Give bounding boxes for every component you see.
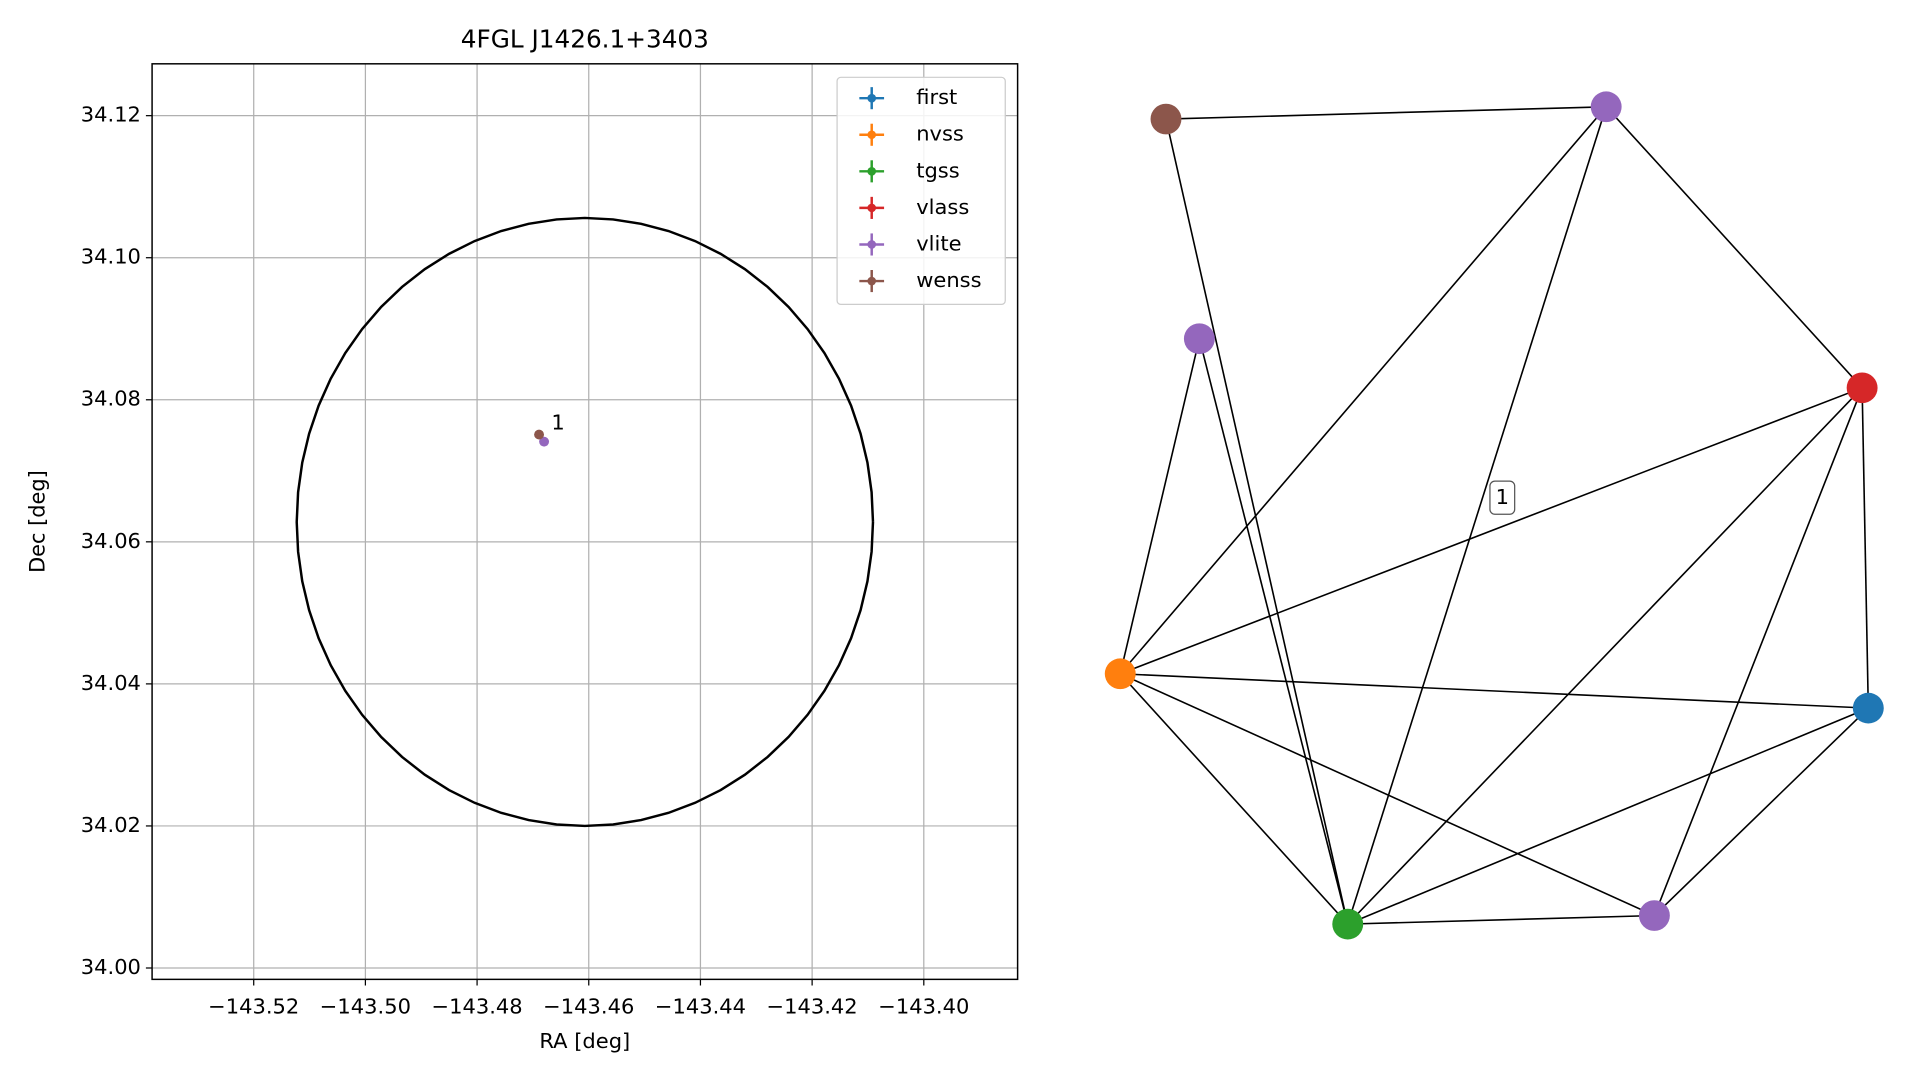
data-point: [539, 436, 550, 447]
graph-edge: [1347, 914, 1655, 925]
y-tick-label: 34.12: [81, 103, 141, 127]
legend-label: wenss: [916, 268, 981, 292]
graph-edge: [1605, 106, 1863, 389]
legend-marker: [867, 167, 877, 176]
legend-marker: [867, 130, 877, 140]
y-tick-label: 34.00: [81, 955, 141, 979]
graph-edge: [1653, 707, 1869, 917]
x-tick-label: −143.40: [878, 995, 969, 1019]
graph-edge: [1347, 707, 1869, 925]
graph-edges: [1119, 105, 1870, 925]
graph-edge: [1347, 387, 1863, 925]
legend-marker: [867, 276, 877, 286]
x-tick-label: −143.42: [767, 995, 858, 1019]
legend-marker: [867, 240, 877, 249]
x-tick-label: −143.50: [320, 995, 411, 1019]
y-tick-label: 34.02: [81, 813, 141, 837]
graph-edge: [1198, 338, 1349, 925]
legend-label: vlite: [916, 232, 961, 256]
graph-node: [1150, 103, 1182, 135]
legend-label: tgss: [916, 158, 959, 182]
graph-node: [1846, 372, 1878, 404]
graph-node: [1104, 658, 1136, 690]
annotation: 1: [551, 411, 564, 435]
graph-node: [1590, 91, 1622, 123]
legend-marker: [867, 203, 877, 213]
x-tick-label: −143.48: [432, 995, 523, 1019]
y-tick-label: 34.08: [81, 387, 141, 411]
legend-label: nvss: [916, 122, 964, 146]
x-tick-label: −143.44: [655, 995, 746, 1019]
graph-edge: [1119, 673, 1349, 925]
graph-edge: [1165, 105, 1607, 120]
graph-edge: [1119, 673, 1655, 917]
graph-node: [1332, 908, 1364, 940]
graph-edge: [1119, 338, 1201, 674]
x-tick-label: −143.52: [208, 995, 299, 1019]
chart-title: 4FGL J1426.1+3403: [461, 25, 709, 54]
graph-node: [1852, 692, 1884, 724]
graph-edge: [1119, 387, 1863, 675]
graph-edge: [1861, 387, 1870, 709]
graph-edge: [1120, 672, 1869, 709]
edge-label-box: [1489, 480, 1516, 515]
y-tick-label: 34.06: [81, 529, 141, 553]
legend-marker: [867, 93, 877, 103]
y-tick-label: 34.10: [81, 245, 141, 269]
graph-node: [1638, 900, 1670, 931]
graph-node: [1183, 323, 1215, 355]
y-tick-label: 34.04: [81, 671, 141, 695]
y-axis-label: Dec [deg]: [25, 470, 49, 573]
graph-edge: [1165, 118, 1349, 925]
data-point: [534, 429, 545, 440]
search-circle: [295, 216, 875, 828]
graph-edge: [1119, 106, 1607, 675]
legend-label: first: [916, 85, 957, 109]
x-tick-label: −143.46: [543, 995, 634, 1019]
graph-edge: [1346, 106, 1607, 925]
legend-label: vlass: [916, 195, 969, 219]
graph-edge: [1653, 387, 1863, 916]
plot-frame: [151, 63, 1019, 981]
x-axis-label: RA [deg]: [539, 1029, 630, 1053]
edge-label: 1: [1496, 485, 1509, 509]
